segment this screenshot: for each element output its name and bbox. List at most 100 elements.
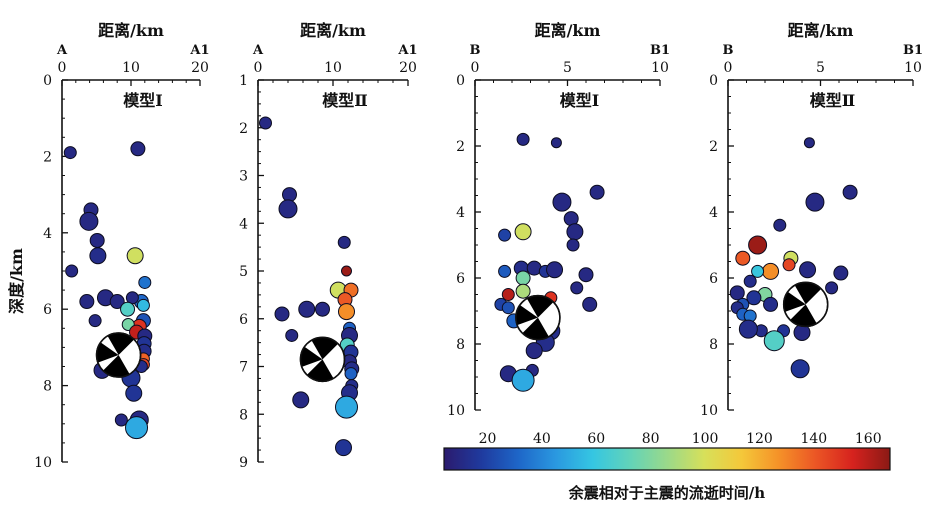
panel-title: 模型I	[560, 91, 600, 110]
aftershock-point	[125, 384, 143, 402]
aftershock-point	[315, 301, 330, 317]
x-tick-label: 10	[324, 60, 342, 76]
colorbar-ticks: 20 40 60 80 100 120 140 160	[479, 431, 882, 447]
aftershock-point	[570, 281, 584, 295]
y-tick-label: 8	[43, 379, 52, 395]
aftershock-point	[338, 303, 355, 321]
x-axis-label: 距离/km	[300, 21, 366, 40]
y-tick-label: 3	[239, 169, 248, 185]
aftershock-point	[298, 300, 316, 318]
aftershock-point	[546, 261, 564, 279]
mainshock-beachball	[95, 332, 142, 378]
y-tick-label: 7	[239, 360, 248, 376]
aftershock-point	[136, 298, 150, 312]
aftershock-point	[525, 342, 543, 360]
colorbar-tick-label: 100	[692, 431, 719, 447]
colorbar-tick-label: 60	[587, 431, 605, 447]
mainshock-beachball	[515, 294, 561, 341]
aftershock-point	[825, 281, 839, 295]
aftershock-point	[501, 301, 515, 315]
aftershock-point	[763, 296, 779, 312]
section-end-label: B1	[650, 43, 670, 58]
aftershock-point	[114, 413, 128, 427]
aftershock-point	[803, 137, 815, 149]
x-tick-label: 5	[816, 60, 825, 76]
x-axis-label: 距离/km	[98, 21, 164, 40]
y-tick-label: 10	[34, 455, 52, 471]
aftershock-point	[729, 285, 745, 301]
y-tick-label: 0	[709, 73, 718, 89]
y-tick-label: 8	[239, 407, 248, 423]
aftershock-point	[762, 262, 780, 280]
aftershock-point	[341, 265, 352, 277]
aftershock-point	[130, 141, 146, 157]
y-tick-label: 4	[239, 216, 248, 232]
y-tick-label: 6	[456, 271, 465, 287]
aftershock-point	[746, 290, 762, 306]
aftershock-point	[335, 395, 358, 419]
chart-panel-2: 0 10 20 A A1 距离/km 1 2 3 4 5 6 7 8 9 模型Ⅱ	[239, 21, 417, 471]
aftershock-point	[138, 275, 152, 289]
y-tick-label: 2	[709, 139, 718, 155]
aftershock-point	[335, 439, 352, 457]
section-start-label: B	[723, 43, 734, 58]
aftershock-point	[120, 301, 136, 317]
aftershock-point	[763, 330, 785, 352]
aftershock-point	[63, 146, 77, 160]
aftershock-point	[282, 187, 297, 203]
y-tick-label: 6	[43, 302, 52, 318]
colorbar-label: 余震相对于主震的流逝时间/h	[568, 484, 765, 502]
x-tick-label: 10	[904, 60, 922, 76]
aftershock-point	[805, 192, 825, 212]
colorbar-tick-label: 20	[479, 431, 497, 447]
aftershock-point	[833, 265, 849, 281]
colorbar: 20 40 60 80 100 120 140 160 余震相对于主震的流逝时间/h	[443, 431, 891, 502]
section-end-label: A1	[397, 43, 417, 58]
x-tick-label: 10	[651, 60, 669, 76]
chart-panel-1: 0 10 20 A A1 距离/km 0 2 4 6 8 10 模型I	[34, 21, 209, 471]
y-tick-label: 4	[709, 205, 718, 221]
panel-title: 模型Ⅱ	[810, 91, 856, 110]
y-tick-label: 2	[239, 121, 248, 137]
aftershock-point	[751, 264, 765, 278]
mainshock-beachball	[299, 336, 346, 383]
x-tick-label: 5	[563, 60, 572, 76]
aftershock-point	[344, 367, 358, 381]
aftershock-point	[109, 294, 125, 310]
section-start-label: A	[56, 43, 68, 58]
aftershock-point	[790, 359, 810, 379]
aftershock-point	[566, 238, 580, 252]
colorbar-gradient	[443, 447, 891, 471]
aftershock-point	[274, 306, 290, 322]
aftershock-point	[259, 116, 272, 130]
aftershock-point	[799, 261, 817, 279]
aftershock-point	[516, 132, 530, 146]
panel-title: 模型Ⅱ	[322, 91, 368, 110]
y-tick-label: 8	[456, 337, 465, 353]
aftershock-point	[126, 247, 144, 265]
y-tick-label: 4	[43, 226, 52, 242]
aftershock-point	[842, 184, 858, 200]
aftershock-point	[578, 267, 594, 283]
section-end-label: A1	[189, 43, 209, 58]
aftershock-point	[292, 391, 310, 409]
y-tick-label: 2	[456, 139, 465, 155]
x-axis-label: 距离/km	[788, 21, 854, 40]
aftershock-point	[514, 223, 532, 241]
x-tick-label: 0	[471, 60, 480, 76]
aftershock-point	[89, 247, 107, 265]
chart-panel-3: 0 5 10 B B1 距离/km 0 2 4 6 8 10 模型I	[447, 21, 670, 419]
aftershock-point	[566, 223, 584, 241]
aftershock-point	[89, 232, 105, 248]
colorbar-tick-label: 160	[855, 431, 882, 447]
y-tick-label: 10	[700, 403, 718, 419]
aftershock-point	[582, 296, 598, 312]
aftershock-point	[552, 192, 572, 212]
y-tick-label: 8	[709, 337, 718, 353]
aftershock-point	[501, 288, 515, 301]
y-tick-label: 2	[43, 149, 52, 165]
section-start-label: B	[470, 43, 481, 58]
mainshock-beachball	[782, 281, 829, 328]
y-tick-label: 6	[709, 271, 718, 287]
